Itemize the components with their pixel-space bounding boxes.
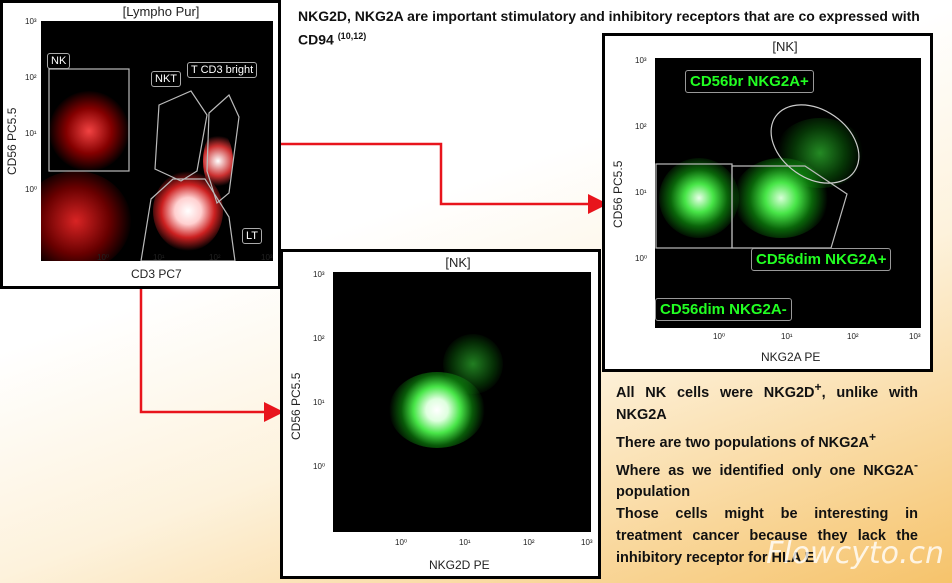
plot1-ylabel: CD56 PC5.5 [5,107,19,175]
gate-label-nkt: NKT [151,71,181,87]
arrow-to-nkg2a-plot [278,142,608,214]
plot3-title: [NK] [445,255,471,270]
plot3-xtick-2: 10² [523,538,535,547]
note-interest: Those cells might be interesting in trea… [616,506,918,567]
cd56dim-nkg2a-neg-population [659,158,739,238]
plot3-area [333,272,591,532]
plot3-ylabel: CD56 PC5.5 [289,372,303,440]
watermark: Flowcyto.cn [766,536,944,571]
plot2-area: CD56br NKG2A+ CD56dim NKG2A+ CD56dim NKG… [655,58,921,328]
plot3-xlabel: NKG2D PE [429,558,490,572]
plot1-area: NK NKT T CD3 bright LT [41,21,273,261]
gate-label-lt: LT [242,228,263,244]
plot1-xtick-1: 10¹ [153,253,165,262]
plot-nk-nkg2d: [NK] 10³ 10² 10¹ 10⁰ 10⁰ 10¹ 10² 10³ NKG… [280,249,601,579]
headline: NKG2D, NKG2A are important stimulatory a… [298,6,948,50]
plot1-ytick-3: 10³ [25,17,37,26]
plot2-gates [655,104,860,249]
negative-population [41,171,131,261]
plot1-xtick-3: 10³ [261,253,273,262]
plot2-xtick-2: 10² [847,332,859,341]
headline-ref: (10,12) [337,31,367,41]
plot1-title: [Lympho Pur] [122,4,200,19]
arrow-to-nkg2d-plot [139,288,284,422]
plot2-ylabel: CD56 PC5.5 [611,160,625,228]
gate-cd56dim-nkg2a-pos [731,165,848,249]
gate-lt [140,178,236,261]
plot2-xtick-3: 10³ [909,332,921,341]
plot-lympho-pur: [Lympho Pur] NK NKT T CD3 bright LT 10³ … [0,0,281,289]
plot3-xtick-3: 10³ [581,538,593,547]
gate-label-cd56dim-nkg2a-pos: CD56dim NKG2A+ [751,248,892,271]
plot-nk-nkg2a: [NK] CD56br NKG2A+ CD56dim NKG2A+ CD56di… [602,33,933,372]
nk-population [49,91,129,171]
gate-label-cd56dim-nkg2a-neg: CD56dim NKG2A- [655,298,792,321]
note-two-populations: There are two populations of NKG2A+ [616,429,877,451]
nkg2d-bright-tail [443,334,503,394]
plot1-xtick-0: 10⁰ [97,253,110,262]
plot1-ytick-1: 10¹ [25,129,37,138]
headline-text: NKG2D, NKG2A are important stimulatory a… [298,8,920,48]
plot3-ytick-3: 10³ [313,270,325,279]
plot2-ytick-1: 10¹ [635,188,647,197]
gate-label-nk: NK [47,53,71,69]
plot2-ytick-2: 10² [635,122,647,131]
plot3-ytick-1: 10¹ [313,398,325,407]
plot2-xtick-0: 10⁰ [713,332,726,341]
plot1-gates [48,68,240,261]
gate-cd56dim-nkg2a-neg [655,163,733,249]
gate-label-t-cd3-bright: T CD3 bright [187,62,258,78]
note-nkg2d: All NK cells were NKG2D+, unlike with NK… [616,380,918,423]
note-one-population: Where as we identified only one NKG2A- p… [616,457,918,501]
plot1-xlabel: CD3 PC7 [131,267,182,281]
plot3-xtick-0: 10⁰ [395,538,408,547]
gate-t-cd3-bright [206,94,240,205]
plot2-xtick-1: 10¹ [781,332,793,341]
plot1-xtick-2: 10² [209,253,221,262]
plot1-ytick-0: 10⁰ [25,185,38,194]
gate-nkt [154,90,208,182]
notes: All NK cells were NKG2D+, unlike with NK… [616,376,918,569]
plot3-ytick-2: 10² [313,334,325,343]
plot3-xtick-1: 10¹ [459,538,471,547]
plot1-ytick-2: 10² [25,73,37,82]
plot3-ytick-0: 10⁰ [313,462,326,471]
plot2-xlabel: NKG2A PE [761,350,821,364]
gate-cd56br-nkg2a-pos [770,104,860,184]
plot2-ytick-3: 10³ [635,56,647,65]
gate-nk [48,68,130,172]
gate-label-cd56br-nkg2a-pos: CD56br NKG2A+ [685,70,814,93]
plot2-title: [NK] [772,39,798,54]
plot2-ytick-0: 10⁰ [635,254,648,263]
